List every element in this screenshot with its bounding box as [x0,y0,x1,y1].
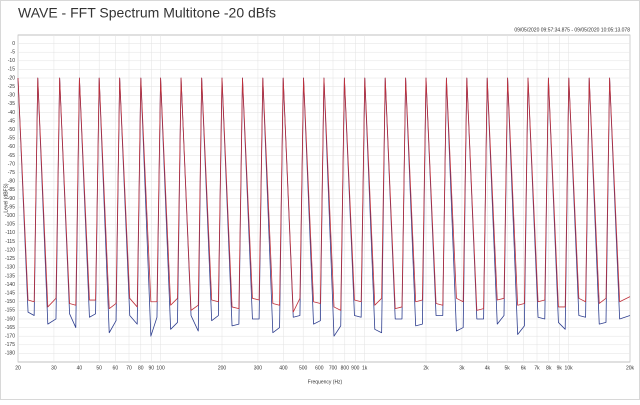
x-tick-label: 40 [77,365,83,371]
x-tick-label: 60 [113,365,119,371]
y-tick-label: -145 [5,290,15,296]
x-tick-label: 20 [15,365,21,371]
x-tick-label: 90 [148,365,154,371]
x-tick-label: 5k [505,365,511,371]
x-tick-label: 50 [96,365,102,371]
x-tick-label: 20k [626,365,635,371]
x-tick-label: 70 [126,365,132,371]
x-tick-label: 7k [534,365,540,371]
chart-subtitle: 09/05/2020 09:57:34.875 - 09/05/2020 10:… [514,27,630,33]
y-tick-label: -135 [5,273,15,279]
y-tick-label: -140 [5,282,15,288]
x-tick-label: 2k [423,365,429,371]
y-tick-label: -45 [8,118,15,124]
y-tick-label: -85 [8,187,15,193]
x-tick-label: 10k [565,365,574,371]
x-tick-label: 700 [329,365,338,371]
y-tick-label: -105 [5,222,15,228]
y-tick-label: -90 [8,196,15,202]
y-tick-label: -5 [11,50,16,56]
y-tick-label: -70 [8,161,15,167]
y-tick-label: -170 [5,334,15,340]
x-tick-label: 30 [51,365,57,371]
y-tick-label: -50 [8,127,15,133]
y-tick-label: -15 [8,67,15,73]
x-tick-label: 8k [546,365,552,371]
y-tick-label: -175 [5,342,15,348]
x-tick-label: 300 [254,365,263,371]
x-axis-label: Frequency (Hz) [308,379,343,385]
series-line [17,77,631,313]
y-tick-label: -95 [8,204,15,210]
y-tick-label: -110 [5,230,15,236]
x-tick-label: 500 [299,365,308,371]
x-tick-label: 6k [521,365,527,371]
chart-title: WAVE - FFT Spectrum Multitone -20 dBfs [18,5,276,21]
x-tick-label: 4k [485,365,491,371]
y-tick-label: -165 [5,325,15,331]
x-tick-label: 200 [218,365,227,371]
y-tick-label: -25 [8,84,15,90]
y-tick-label: -30 [8,93,15,99]
x-tick-label: 800 [341,365,350,371]
x-tick-label: 400 [279,365,288,371]
y-tick-label: 0 [12,41,15,47]
y-tick-label: -180 [5,351,15,357]
x-tick-label: 80 [138,365,144,371]
y-tick-label: -75 [8,170,15,176]
x-tick-label: 1k [362,365,368,371]
x-tick-label: 100 [156,365,165,371]
y-tick-label: -155 [5,308,15,314]
x-tick-label: 3k [459,365,465,371]
y-tick-label: -40 [8,110,15,116]
y-tick-label: -115 [5,239,15,245]
y-tick-label: -10 [8,58,15,64]
y-tick-label: -80 [8,179,15,185]
y-tick-label: -100 [5,213,15,219]
y-tick-label: -125 [5,256,15,262]
y-tick-label: -160 [5,316,15,322]
y-tick-label: -35 [8,101,15,107]
y-tick-label: -150 [5,299,15,305]
y-tick-label: -65 [8,153,15,159]
y-tick-label: -120 [5,247,15,253]
y-tick-label: -20 [8,75,15,81]
y-tick-label: -60 [8,144,15,150]
x-tick-label: 600 [315,365,324,371]
x-tick-label: 9k [557,365,563,371]
y-axis-label: Level (dBFS) [3,183,9,213]
y-tick-label: -55 [8,136,15,142]
y-tick-label: -130 [5,265,15,271]
x-tick-label: 900 [351,365,360,371]
